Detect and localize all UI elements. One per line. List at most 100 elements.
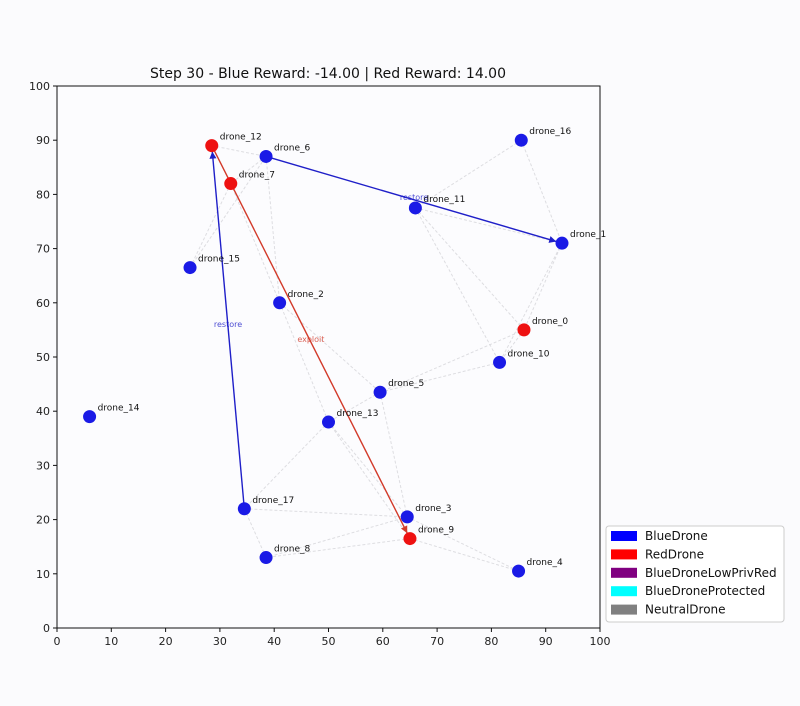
x-tick-label: 10 [104,635,118,648]
drone-node [517,323,531,337]
x-tick-label: 50 [322,635,336,648]
drone-label: drone_2 [288,290,324,300]
network-edge [523,242,563,331]
legend-label: NeutralDrone [645,603,726,617]
x-tick-label: 40 [267,635,281,648]
y-tick-label: 0 [43,622,50,635]
y-tick-label: 30 [36,459,50,472]
drone-node [183,261,197,275]
drone-label: drone_12 [220,133,262,143]
network-edge [499,329,525,363]
network-edge [279,302,329,423]
drone-node [373,385,387,399]
drone-label: drone_10 [508,349,550,359]
drone-node [259,551,273,565]
y-tick-label: 20 [36,514,50,527]
y-tick-label: 50 [36,351,50,364]
legend-label: RedDrone [645,547,704,561]
x-tick-label: 80 [484,635,498,648]
legend-label: BlueDroneProtected [645,584,765,598]
drone-label: drone_6 [274,143,310,153]
x-tick-label: 0 [54,635,61,648]
network-edge [415,207,563,244]
network-edge [211,145,267,157]
plot-background [57,86,600,628]
legend-label: BlueDroneLowPrivRed [645,566,777,580]
network-edge [244,508,408,518]
action-label: exploit [297,335,324,344]
drone-node [512,564,526,578]
drone-node [224,177,238,191]
drone-node [514,133,528,147]
network-edge [265,156,281,303]
drone-label: drone_11 [423,195,465,205]
legend-swatch [611,549,637,560]
drone-node [408,201,422,215]
legend-label: BlueDrone [645,529,708,543]
network-edge [520,140,563,244]
network-edge [407,516,519,572]
drone-label: drone_13 [337,409,379,419]
y-tick-label: 40 [36,405,50,418]
drone-label: drone_7 [239,171,275,181]
y-tick-label: 60 [36,297,50,310]
network-edge [265,538,411,559]
network-edge [189,156,267,268]
network-edge [379,392,408,517]
network-edges [189,139,563,572]
drone-label: drone_8 [274,545,310,555]
drone-label: drone_17 [252,496,294,506]
x-tick-label: 100 [590,635,611,648]
drone-node [322,415,335,429]
network-edge [379,329,525,393]
network-edge [243,421,329,510]
network-edge [415,207,525,331]
network-edge [189,183,232,268]
drone-label: drone_9 [418,526,454,536]
drone-node [493,355,507,369]
drone-node [259,149,273,163]
drone-node [403,532,417,546]
drone-nodes: drone_0 drone_1 drone_2 drone_3 drone_4 drone… [83,127,606,578]
legend: BlueDrone RedDrone BlueDroneLowPrivRed Blue… [605,525,785,623]
network-edge [265,516,408,559]
action-arrow [211,145,411,539]
network-edge [279,302,381,393]
x-tick-label: 20 [159,635,173,648]
y-tick-label: 10 [36,568,50,581]
action-arrow [211,145,246,509]
x-tick-label: 60 [376,635,390,648]
drone-node [400,510,414,524]
action-arrow [265,155,563,244]
legend-swatch [611,531,637,541]
y-axis: 0 10 20 30 40 50 60 70 80 90 100 [29,80,57,635]
legend-box [605,525,785,623]
x-tick-label: 90 [539,635,553,648]
drone-label: drone_0 [532,317,568,327]
chart-title: Step 30 - Blue Reward: -14.00 | Red Rewa… [150,66,506,82]
legend-swatch [611,604,637,615]
action-arrows: restore restore exploit [209,145,563,539]
y-tick-label: 90 [36,134,50,147]
network-edge [328,421,411,539]
network-edge [415,139,522,209]
drone-node [237,502,251,516]
y-tick-label: 70 [36,243,50,256]
drone-label: drone_16 [529,127,571,137]
network-edge [499,242,563,363]
action-arrowhead [209,151,217,159]
x-axis: 0 10 20 30 40 50 60 70 80 90 100 [54,628,611,648]
drone-label: drone_14 [98,404,140,414]
network-edge [243,508,267,558]
network-edge [230,156,267,184]
drone-label: drone_5 [388,379,424,389]
legend-swatch [611,567,637,578]
x-tick-label: 70 [430,635,444,648]
y-tick-label: 80 [36,188,50,201]
network-edge [409,538,519,572]
action-label: restore [214,320,242,329]
network-edge [414,207,500,363]
drone-node [205,139,219,153]
